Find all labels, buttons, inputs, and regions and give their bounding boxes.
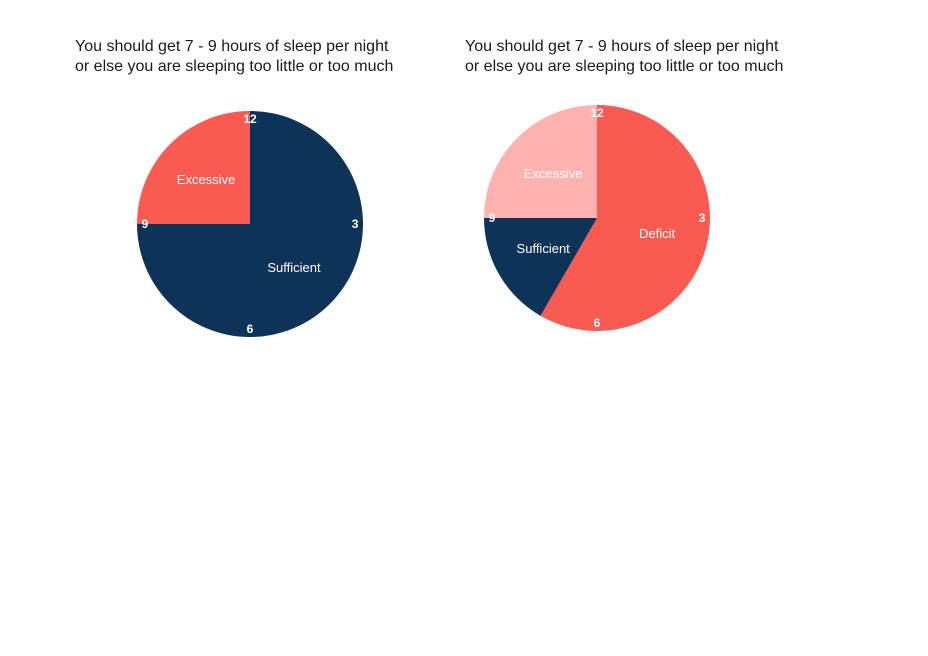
chart-title: You should get 7 - 9 hours of sleep per … (75, 37, 393, 77)
clock-tick-label-3: 3 (699, 211, 706, 225)
clock-tick-label-6: 6 (247, 322, 254, 336)
pie-svg: Deficit Sufficient Excessive 12 3 6 9 (484, 105, 710, 331)
chart-title-line-2: or else you are sleeping too little or t… (75, 58, 394, 75)
sleep-pie-chart-1: You should get 7 - 9 hours of sleep per … (0, 0, 400, 360)
slice-label-deficit: Deficit (639, 226, 676, 241)
chart-title-line-1: You should get 7 - 9 hours of sleep per … (75, 38, 389, 55)
sleep-pie-chart-2: You should get 7 - 9 hours of sleep per … (390, 0, 790, 360)
chart-title-line-2: or else you are sleeping too little or t… (465, 58, 784, 75)
clock-tick-label-6: 6 (594, 316, 601, 330)
clock-tick-label-12: 12 (590, 106, 604, 120)
slice-label-excessive: Excessive (177, 172, 236, 187)
pie-slice-sufficient (484, 218, 597, 316)
pie-slice-excessive (137, 111, 250, 224)
clock-tick-label-3: 3 (352, 217, 359, 231)
slice-label-excessive: Excessive (524, 166, 583, 181)
slice-label-sufficient: Sufficient (267, 260, 321, 275)
clock-tick-label-12: 12 (243, 112, 257, 126)
clock-tick-label-9: 9 (142, 217, 149, 231)
clock-tick-label-9: 9 (489, 211, 496, 225)
pie-svg: Sufficient Excessive 12 3 6 9 (137, 111, 363, 337)
slice-label-sufficient: Sufficient (517, 241, 571, 256)
pie-slice-excessive (484, 105, 597, 218)
pie-slice-deficit (540, 105, 710, 331)
chart-title: You should get 7 - 9 hours of sleep per … (465, 37, 783, 77)
chart-title-line-1: You should get 7 - 9 hours of sleep per … (465, 38, 779, 55)
